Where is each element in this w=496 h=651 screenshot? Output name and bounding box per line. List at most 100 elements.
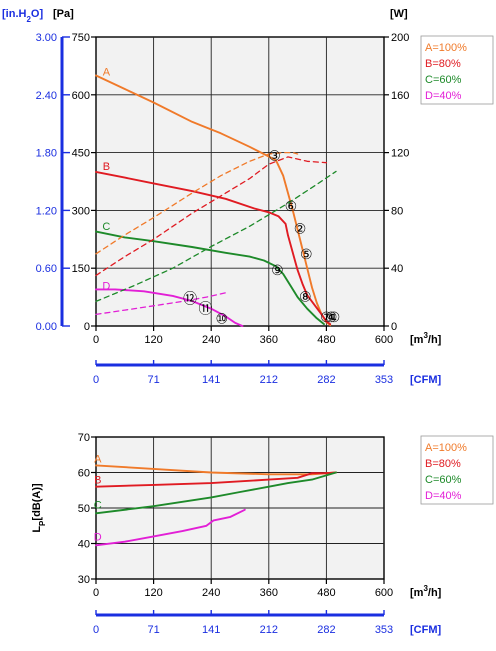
chart1-cfm-unit: [CFM] — [410, 374, 441, 386]
x-tick-label: 240 — [202, 334, 220, 346]
chart1-x-unit: [m3/h] — [410, 331, 442, 346]
chart2-x-tick-label: 480 — [317, 587, 335, 599]
x-tick-label: 600 — [375, 334, 393, 346]
cfm-tick-label: 212 — [260, 374, 278, 386]
chart1-point-marker: ⑤ — [300, 246, 313, 262]
chart2-x-tick-label: 240 — [202, 587, 220, 599]
chart2-legend-box — [420, 435, 494, 505]
chart2-cfm-tick-label: 353 — [375, 624, 393, 636]
chart1-curve-label-D: D — [102, 281, 110, 293]
chart1-point-marker: ⑨ — [271, 262, 284, 278]
w-tick-label: 200 — [391, 32, 409, 44]
chart2-x-tick-label: 600 — [375, 587, 393, 599]
chart1-point-marker: ② — [294, 221, 307, 237]
x-tick-label: 0 — [93, 334, 99, 346]
w-tick-label: 120 — [391, 148, 409, 160]
pa-tick-label: 600 — [72, 90, 90, 102]
chart2-y-tick-label: 60 — [78, 468, 90, 480]
inh2o-axis-label-h: H — [19, 8, 27, 20]
chart2-x-unit-b: /h] — [428, 587, 442, 599]
chart2-noise-line-C — [95, 471, 337, 515]
chart1-x-unit-sup: 3 — [423, 331, 428, 340]
chart1-point-marker: ⑫ — [183, 290, 197, 306]
chart2-cfm-tick-label: 212 — [260, 624, 278, 636]
w-tick-label: 80 — [391, 205, 403, 217]
pa-tick-label: 750 — [72, 32, 90, 44]
chart2-curve-label-C: C — [94, 499, 102, 511]
cfm-tick-label: 282 — [317, 374, 335, 386]
pa-tick-label: 300 — [72, 205, 90, 217]
chart2-legend-item: D=40% — [425, 490, 462, 502]
w-tick-label: 160 — [391, 90, 409, 102]
chart1-legend-item: B=80% — [425, 58, 461, 70]
chart2-legend-item: B=80% — [425, 458, 461, 470]
chart2-noise-line-D — [95, 508, 246, 547]
chart2-x-tick-label: 0 — [93, 587, 99, 599]
inh2o-axis-label-o: O] — [31, 8, 44, 20]
chart2-y-axis-label-rest: [dB(A)] — [31, 483, 43, 521]
pa-tick-label: 0 — [84, 321, 90, 333]
chart1-point-marker: ⑥ — [285, 198, 298, 214]
pa-tick-label: 150 — [72, 263, 90, 275]
chart1-pressure-line-C — [95, 230, 325, 326]
x-tick-label: 480 — [317, 334, 335, 346]
chart2-y-tick-label: 30 — [78, 574, 90, 586]
chart1-power-line-B — [95, 156, 328, 277]
chart1-power-line-A — [95, 151, 299, 255]
chart1-legend-box — [420, 35, 494, 105]
w-tick-label: 0 — [391, 321, 397, 333]
chart2-curve-label-A: A — [94, 453, 102, 465]
chart1-legend-item: A=100% — [425, 42, 467, 54]
inh2o-axis-label-sub: 2 — [26, 15, 31, 24]
chart1-point-marker: ③ — [268, 148, 281, 164]
chart2-y-tick-label: 40 — [78, 539, 90, 551]
chart1-curve-label-A: A — [103, 67, 111, 79]
chart2-cfm-tick-label: 141 — [202, 624, 220, 636]
chart1-curve-label-B: B — [103, 161, 110, 173]
inh2o-tick-label: 0.00 — [36, 321, 57, 333]
chart1-point-marker: ⑧ — [299, 289, 312, 305]
chart1-pressure-line-B — [95, 170, 332, 326]
chart1-pressure-line-A — [95, 74, 332, 327]
chart2-cfm-unit: [CFM] — [410, 624, 441, 636]
chart1-legend-item: D=40% — [425, 90, 462, 102]
chart1-point-marker: ④ — [325, 309, 338, 325]
chart2-x-unit-a: [m — [410, 587, 424, 599]
chart2-x-unit: [m3/h] — [410, 584, 442, 599]
cfm-tick-label: 141 — [202, 374, 220, 386]
chart2-legend-item: C=60% — [425, 474, 462, 486]
cfm-tick-label: 353 — [375, 374, 393, 386]
chart1-x-unit-a: [m — [410, 334, 424, 346]
inh2o-tick-label: 0.60 — [36, 263, 57, 275]
x-tick-label: 120 — [144, 334, 162, 346]
chart2-x-unit-sup: 3 — [423, 584, 428, 593]
chart2-cfm-tick-label: 0 — [93, 624, 99, 636]
inh2o-tick-label: 3.00 — [36, 32, 57, 44]
chart1-point-marker: ⑦ — [320, 309, 333, 325]
chart2-y-axis-label-p: P — [38, 520, 47, 526]
chart1-power-line-C — [95, 170, 337, 303]
chart2-legend-item: A=100% — [425, 442, 467, 454]
chart2-cfm-tick-label: 71 — [147, 624, 159, 636]
chart1-point-marker: ① — [328, 309, 341, 325]
chart2-x-tick-label: 120 — [144, 587, 162, 599]
chart2-y-tick-label: 50 — [78, 503, 90, 515]
chart2-curve-label-D: D — [94, 531, 102, 543]
chart1-power-line-D — [95, 292, 227, 316]
pa-tick-label: 450 — [72, 148, 90, 160]
inh2o-tick-label: 1.20 — [36, 205, 57, 217]
x-tick-label: 360 — [260, 334, 278, 346]
cfm-tick-label: 0 — [93, 374, 99, 386]
chart1-x-unit-b: /h] — [428, 334, 442, 346]
pa-axis-label: [Pa] — [53, 8, 74, 20]
chart1-point-marker: ⑩ — [215, 310, 228, 326]
inh2o-tick-label: 1.80 — [36, 148, 57, 160]
chart2-y-axis-label-l: L — [31, 526, 43, 533]
inh2o-axis-label: [in.H2O] — [2, 8, 43, 24]
chart2-y-axis-label: LP[dB(A)] — [31, 483, 47, 533]
chart2-curve-label-B: B — [94, 475, 101, 487]
chart2-y-tick-label: 70 — [78, 432, 90, 444]
chart2-cfm-tick-label: 282 — [317, 624, 335, 636]
w-tick-label: 40 — [391, 263, 403, 275]
